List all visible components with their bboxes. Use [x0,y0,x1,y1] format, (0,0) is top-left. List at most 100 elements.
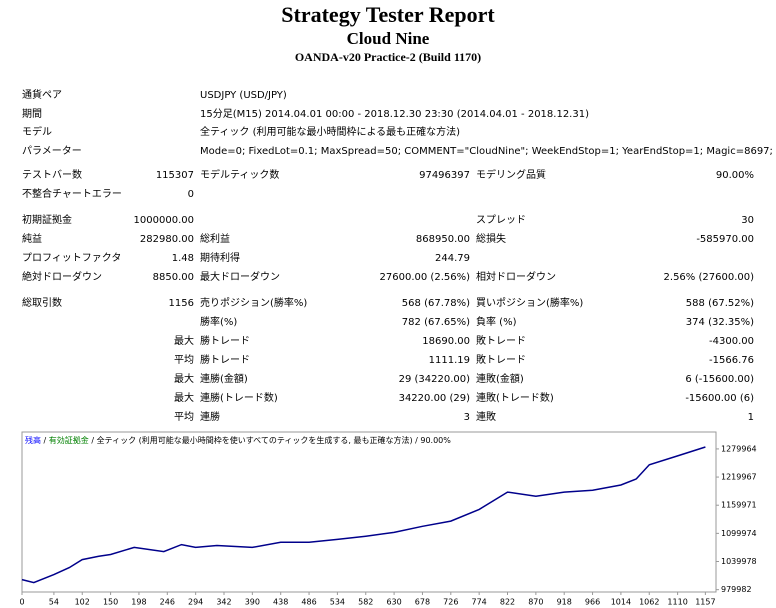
label: 負率 (%) [476,317,517,328]
label: 連敗(トレード数) [476,393,554,404]
label: 連敗 [476,412,496,423]
legend-item: / 全ティック (利用可能な最小時間枠を使いすべてのティックを生成する, 最も正… [89,435,451,445]
x-tick-label: 678 [415,598,430,607]
value: 最大 [174,336,194,347]
y-tick-label: 1039978 [721,557,757,566]
value: 1.48 [171,253,194,264]
value: 568 (67.78%) [401,298,470,309]
value: 0 [187,189,194,200]
x-tick-label: 0 [19,598,24,607]
subtitle: Cloud Nine [346,29,430,48]
value: 588 (67.52%) [685,298,754,309]
value: 374 (32.35%) [685,317,754,328]
value: USDJPY (USD/JPY) [200,90,287,101]
label: スプレッド [476,215,526,226]
x-tick-label: 726 [443,598,458,607]
label: 売りポジション(勝率%) [200,298,308,309]
y-tick-label: 1279964 [721,444,757,453]
value: 1000000.00 [133,215,194,226]
value: -4300.00 [709,336,754,347]
value: 平均 [174,355,194,366]
label: プロフィットファクタ [22,253,122,264]
value: -1566.76 [709,355,754,366]
value: 2.56% (27600.00) [663,272,754,283]
title: Strategy Tester Report [281,2,495,27]
label: 期間 [22,109,42,120]
x-tick-label: 582 [358,598,373,607]
label: 勝トレード [200,355,250,366]
x-tick-label: 774 [472,598,487,607]
label: 連勝(金額) [200,374,248,385]
x-tick-label: 102 [75,598,90,607]
value: 90.00% [715,170,754,181]
label: 総損失 [476,234,506,245]
label: 買いポジション(勝率%) [476,298,584,309]
label: 連勝(トレード数) [200,393,278,404]
value: -585970.00 [696,234,754,245]
value: 30 [741,215,754,226]
x-tick-label: 534 [330,598,345,607]
x-tick-label: 870 [528,598,543,607]
value: 244.79 [435,253,470,264]
legend-item: / [41,436,49,445]
value: 868950.00 [415,234,470,245]
label: 不整合チャートエラー [22,189,122,200]
label: 敗トレード [476,355,526,366]
value: 1156 [168,298,194,309]
x-tick-label: 150 [103,598,118,607]
value: 782 (67.65%) [401,317,470,328]
value: 6 (-15600.00) [685,374,754,385]
value: 15分足(M15) 2014.04.01 00:00 - 2018.12.30 … [200,109,589,120]
plot-frame [21,431,717,593]
label: 勝トレード [200,336,250,347]
label: モデリング品質 [476,170,546,181]
label: 敗トレード [476,336,526,347]
value: 全ティック (利用可能な最小時間枠による最も正確な方法) [200,127,461,138]
legend-item: 残高 [25,435,41,445]
label: テストバー数 [22,170,82,181]
value: 平均 [174,412,194,423]
value: 18690.00 [422,336,470,347]
x-tick-label: 54 [49,598,59,607]
label: 最大ドローダウン [200,272,280,283]
value: 最大 [174,393,194,404]
label: 絶対ドローダウン [22,272,102,283]
label: 連敗(金額) [476,374,524,385]
value: 最大 [174,374,194,385]
value: -15600.00 (6) [685,393,754,404]
value: Mode=0; FixedLot=0.1; MaxSpread=50; COMM… [200,146,773,157]
y-tick-label: 979982 [721,585,752,594]
x-tick-label: 1014 [611,598,631,607]
label: モデル [22,127,52,138]
server: OANDA-v20 Practice-2 (Build 1170) [294,50,482,64]
x-tick-label: 342 [216,598,231,607]
label: パラメーター [22,146,82,157]
value: 115307 [155,170,194,181]
value: 97496397 [419,170,470,181]
value: 282980.00 [139,234,194,245]
value: 8850.00 [152,272,194,283]
label: モデルティック数 [200,170,280,181]
x-tick-label: 294 [188,598,203,607]
x-tick-label: 630 [386,598,401,607]
x-tick-label: 390 [245,598,260,607]
label: 通貨ペア [22,90,62,101]
value: 29 (34220.00) [398,374,470,385]
balance-line [21,446,706,584]
y-tick-label: 1099974 [721,529,757,538]
x-tick-label: 822 [500,598,515,607]
label: 相対ドローダウン [476,272,556,283]
x-tick-label: 1062 [639,598,659,607]
label: 期待利得 [200,253,240,264]
value: 1 [747,412,754,423]
x-tick-label: 198 [131,598,146,607]
label: 勝率(%) [200,317,238,328]
x-tick-label: 438 [273,598,288,607]
x-tick-label: 918 [557,598,572,607]
x-tick-label: 966 [585,598,600,607]
chart: 979982 1039978 1099974 1159971 1219967 127996… [19,431,757,607]
x-tick-label: 1110 [667,598,687,607]
label: 連勝 [200,412,220,423]
x-tick-label: 1157 [695,598,715,607]
